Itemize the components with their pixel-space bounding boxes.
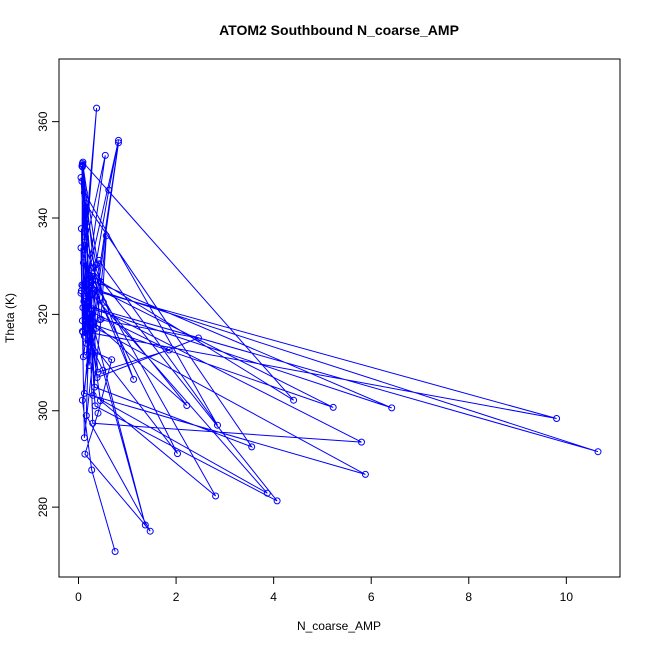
data-point (97, 315, 105, 323)
x-tick-label: 6 (368, 590, 375, 604)
x-tick-label: 2 (173, 590, 180, 604)
y-axis-label: Theta (K) (3, 293, 17, 343)
data-point (102, 232, 110, 240)
data-point (165, 346, 173, 354)
data-point (77, 287, 85, 295)
data-point (83, 280, 91, 287)
data-point (82, 339, 90, 347)
data-point (101, 151, 109, 159)
data-point (248, 443, 256, 451)
data-point (361, 470, 369, 478)
data-point (111, 548, 119, 555)
data-point (93, 104, 101, 112)
data-point (115, 139, 122, 147)
data-point (93, 374, 101, 381)
data-point (88, 466, 96, 474)
data-point (82, 412, 90, 420)
x-tick-label: 8 (465, 590, 472, 604)
data-point (553, 415, 561, 422)
data-point (81, 199, 89, 207)
data-point (95, 256, 103, 264)
x-axis-label: N_coarse_AMP (297, 619, 381, 633)
data-point (214, 421, 221, 429)
data-point (87, 336, 95, 344)
data-point (80, 434, 88, 442)
y-tick-label: 300 (36, 400, 50, 420)
y-axis: 280 300 320 340 360 (36, 111, 60, 517)
data-point (94, 368, 102, 376)
y-tick-label: 320 (36, 304, 50, 324)
data-point (85, 362, 93, 369)
x-tick-label: 4 (270, 590, 277, 604)
data-point (82, 351, 90, 359)
data-point (388, 404, 396, 412)
plot-area-frame (58, 58, 621, 578)
data-point (78, 396, 86, 404)
data-point (195, 334, 202, 342)
data-point (183, 402, 191, 409)
data-point (77, 174, 85, 181)
data-point (97, 278, 104, 286)
x-tick-label: 0 (75, 590, 82, 604)
data-point (273, 497, 281, 505)
data-point (79, 259, 87, 267)
data-point (84, 319, 92, 327)
y-tick-label: 340 (36, 208, 50, 228)
data-point (89, 277, 97, 285)
data-point (83, 285, 91, 293)
data-point (79, 158, 87, 166)
x-tick-label: 10 (560, 590, 574, 604)
data-point (329, 403, 337, 411)
series-line (80, 108, 599, 552)
data-point (89, 391, 97, 399)
data-point (99, 298, 107, 306)
data-point (141, 521, 149, 529)
data-point (80, 189, 88, 196)
data-point (81, 450, 89, 458)
data-point (91, 402, 99, 410)
data-point (358, 438, 365, 446)
y-tick-label: 360 (36, 111, 50, 131)
data-point (81, 233, 89, 241)
data-point (594, 448, 602, 456)
data-point (88, 290, 96, 298)
data-series (77, 104, 602, 555)
data-point (115, 136, 122, 144)
data-point (290, 396, 298, 404)
data-point (94, 409, 102, 417)
data-point (91, 286, 99, 294)
data-point (88, 272, 96, 280)
data-point (77, 225, 85, 233)
data-point (97, 397, 104, 405)
y-tick-label: 280 (36, 497, 50, 517)
data-point (146, 527, 154, 535)
data-point (78, 163, 86, 171)
data-point (79, 328, 87, 336)
data-point (263, 489, 271, 497)
data-point (82, 302, 90, 310)
data-point (91, 383, 99, 391)
data-point (89, 419, 97, 427)
data-point (108, 356, 116, 364)
x-axis: 0 2 4 6 8 10 (75, 576, 574, 604)
data-point (88, 347, 96, 355)
data-point (77, 289, 85, 297)
data-point (92, 324, 100, 332)
data-point (80, 246, 88, 254)
data-point (212, 492, 220, 500)
data-point (86, 292, 94, 300)
data-point (130, 375, 138, 383)
data-point (105, 186, 113, 194)
chart-title: ATOM2 Southbound N_coarse_AMP (219, 22, 459, 38)
data-point (174, 450, 181, 458)
data-point (87, 264, 95, 272)
data-point (80, 389, 88, 397)
data-point (78, 177, 86, 185)
data-point (77, 244, 85, 252)
